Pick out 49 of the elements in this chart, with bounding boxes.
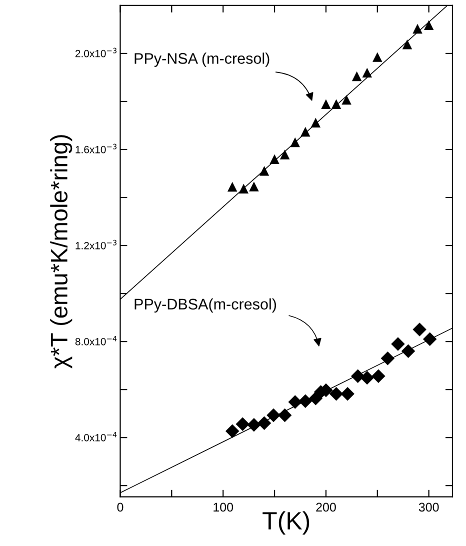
point	[352, 71, 362, 82]
point	[321, 99, 331, 109]
point	[270, 154, 280, 164]
point	[298, 394, 312, 408]
point	[372, 369, 386, 383]
point	[401, 344, 416, 358]
point	[227, 182, 238, 192]
point	[372, 52, 382, 62]
y-tick-label: 1.6x10$^{−3}$	[76, 144, 116, 154]
point	[340, 387, 354, 401]
y-tick-label: 8.0x10$^{−4}$	[75, 336, 117, 346]
y-tick-label: 1.2x10$^{−3}$	[76, 240, 116, 250]
point	[225, 424, 240, 438]
point	[424, 20, 434, 30]
point	[350, 369, 365, 383]
point	[247, 418, 261, 432]
point	[238, 184, 249, 194]
point	[412, 322, 426, 336]
point	[236, 417, 250, 431]
point	[422, 332, 437, 346]
y-tick-label: 2.0x10$^{−3}$	[75, 48, 116, 58]
point	[360, 370, 374, 385]
point	[362, 68, 372, 78]
point	[290, 137, 300, 148]
x-tick-label: 300	[418, 502, 439, 512]
x-axis-title: T(K)	[262, 511, 310, 535]
point	[310, 118, 321, 128]
point	[329, 387, 344, 401]
point	[342, 94, 352, 105]
point	[249, 182, 259, 192]
point	[391, 337, 405, 351]
point	[280, 150, 290, 160]
y-axis-title: χ*T (emu*K/mole*ring)	[50, 135, 72, 368]
point	[288, 395, 302, 409]
point	[300, 126, 310, 137]
point	[259, 166, 270, 176]
x-tick-label: 200	[316, 502, 336, 512]
x-tick-label: 0	[117, 502, 124, 512]
x-tick-label: 100	[214, 502, 234, 512]
point	[257, 416, 272, 430]
point	[266, 408, 280, 422]
point	[331, 99, 342, 109]
point	[380, 351, 395, 366]
point	[412, 24, 422, 34]
y-tick-label: 4.0x10$^{−4}$	[75, 432, 117, 442]
annotation: PPy-NSA (m-cresol)	[134, 52, 270, 67]
point	[402, 39, 412, 50]
annotation: PPy-DBSA(m-cresol)	[134, 298, 276, 313]
point	[278, 408, 292, 422]
